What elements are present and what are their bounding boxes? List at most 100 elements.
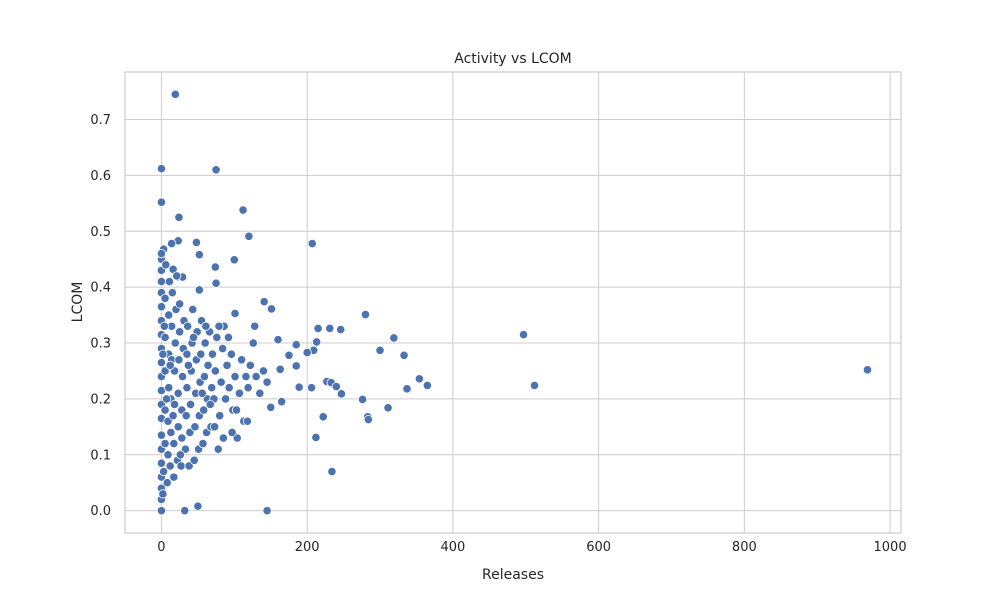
data-point xyxy=(224,383,234,393)
plot-frame xyxy=(124,71,902,534)
data-point xyxy=(199,405,209,415)
data-point xyxy=(156,276,167,287)
data-point xyxy=(173,422,183,432)
data-point xyxy=(177,371,188,382)
data-point xyxy=(165,360,175,370)
data-point xyxy=(180,506,190,516)
data-point xyxy=(291,340,301,350)
data-point xyxy=(188,304,198,315)
data-point xyxy=(163,450,173,460)
data-point xyxy=(220,394,231,404)
y-tick-label: 0.2 xyxy=(90,392,111,407)
data-point xyxy=(170,338,180,348)
data-point xyxy=(245,360,255,370)
data-point xyxy=(160,293,170,303)
data-point xyxy=(331,381,341,392)
data-point xyxy=(190,422,200,432)
data-point xyxy=(242,416,253,426)
data-point xyxy=(214,321,224,331)
x-tick-label: 1000 xyxy=(874,540,907,555)
data-point xyxy=(194,285,204,295)
data-point xyxy=(258,366,269,376)
y-tick-label: 0.4 xyxy=(90,281,111,296)
x-tick-label: 0 xyxy=(157,540,165,555)
data-point xyxy=(255,388,265,398)
data-point xyxy=(248,338,258,348)
data-point xyxy=(241,371,251,382)
data-point xyxy=(164,276,175,287)
data-point xyxy=(223,332,234,343)
data-point xyxy=(182,349,192,359)
data-point xyxy=(159,321,169,331)
data-point xyxy=(164,383,174,393)
data-point xyxy=(183,321,193,331)
data-point xyxy=(173,388,183,398)
data-point xyxy=(266,402,276,412)
data-point xyxy=(215,411,225,421)
data-point xyxy=(230,308,240,318)
data-point xyxy=(262,377,272,387)
data-point xyxy=(375,345,385,355)
data-point xyxy=(383,403,393,413)
data-point xyxy=(231,405,242,415)
data-point xyxy=(357,394,368,405)
data-point xyxy=(156,357,167,368)
data-point xyxy=(422,380,432,391)
data-point xyxy=(184,461,194,471)
data-point xyxy=(294,382,304,392)
data-point xyxy=(259,297,269,307)
data-point xyxy=(529,380,540,391)
data-point xyxy=(205,399,215,410)
data-point xyxy=(201,321,211,331)
data-point xyxy=(156,302,167,312)
data-point xyxy=(160,332,170,343)
data-point xyxy=(234,388,244,398)
data-point xyxy=(313,323,323,334)
data-point xyxy=(166,427,176,438)
y-tick-label: 0.6 xyxy=(90,169,111,184)
data-point xyxy=(210,366,220,376)
data-point xyxy=(318,412,328,422)
data-point xyxy=(167,238,177,249)
data-point xyxy=(196,349,206,359)
data-point xyxy=(277,397,287,407)
x-axis-label: Releases xyxy=(482,567,544,583)
data-point xyxy=(197,388,207,398)
data-point xyxy=(158,349,168,359)
data-point xyxy=(188,332,199,343)
x-tick-label: 400 xyxy=(440,540,465,555)
x-tick-label: 200 xyxy=(295,540,320,555)
data-point xyxy=(156,164,167,174)
data-point xyxy=(185,427,195,438)
data-point xyxy=(306,383,317,393)
data-point xyxy=(185,399,196,410)
data-point xyxy=(291,361,301,371)
data-point xyxy=(218,343,228,354)
data-point xyxy=(360,309,371,320)
y-tick-label: 0.0 xyxy=(90,504,111,519)
data-point xyxy=(156,458,167,468)
data-point xyxy=(389,333,399,343)
data-point xyxy=(164,310,174,320)
data-point xyxy=(160,438,170,449)
data-point xyxy=(156,506,167,516)
data-point xyxy=(175,299,185,309)
data-point xyxy=(156,430,167,440)
data-point xyxy=(193,501,203,511)
data-point xyxy=(169,472,179,482)
data-point xyxy=(198,438,208,449)
tick-labels: 0 200 400 600 800 1000 0.0 0.1 0.2 0.3 0.4 0.5 0.6 0.… xyxy=(90,113,906,555)
data-point xyxy=(307,238,317,249)
y-tick-label: 0.5 xyxy=(90,225,111,240)
data-point xyxy=(168,411,178,421)
y-tick-label: 0.1 xyxy=(90,448,111,463)
data-point xyxy=(243,383,253,393)
data-point xyxy=(273,335,283,345)
data-point xyxy=(182,383,192,393)
data-point xyxy=(218,433,228,443)
data-point xyxy=(230,371,240,382)
data-point xyxy=(160,366,170,376)
data-point xyxy=(199,371,210,382)
data-point xyxy=(203,360,213,370)
data-point xyxy=(194,250,204,260)
